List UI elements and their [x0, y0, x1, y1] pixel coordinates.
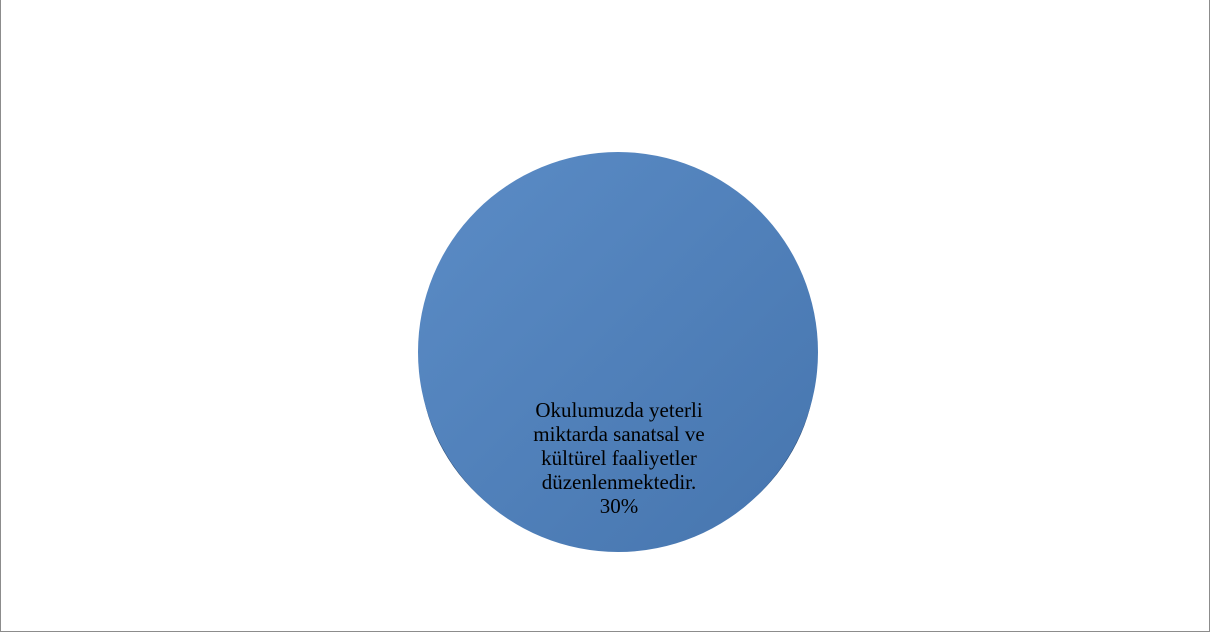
slice-label-line: miktarda sanatsal ve: [533, 422, 705, 446]
pie-slice[interactable]: [418, 152, 818, 552]
pie-slice-label: Okulumuzda yeterli miktarda sanatsal ve …: [469, 398, 769, 518]
slice-label-line: Okulumuzda yeterli: [535, 398, 703, 422]
slice-percent-label: 30%: [599, 494, 639, 518]
slice-label-line: düzenlenmektedir.: [541, 470, 697, 494]
slice-label-line: kültürel faaliyetler: [541, 446, 697, 470]
